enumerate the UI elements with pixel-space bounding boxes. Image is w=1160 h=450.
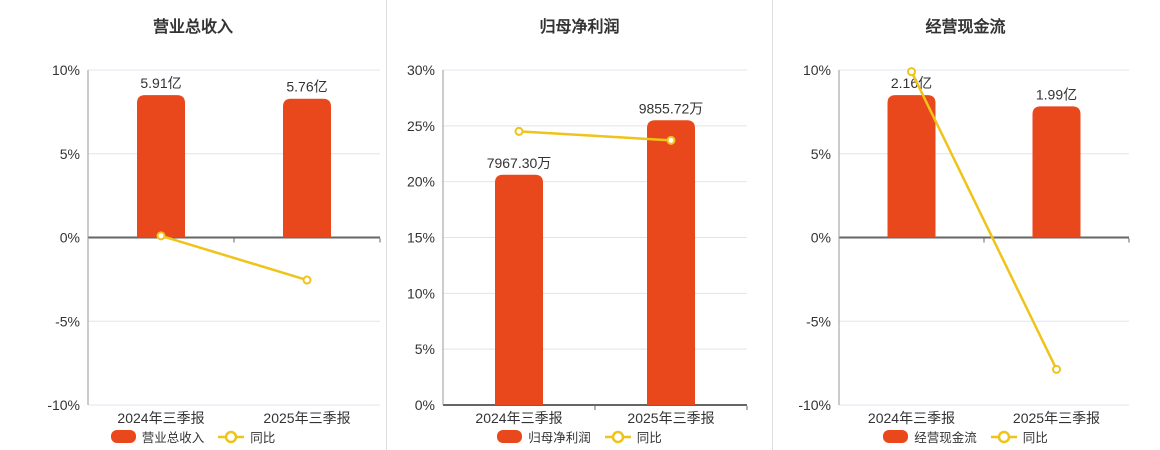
category-label: 2025年三季报 [263, 410, 350, 426]
bar [1032, 106, 1081, 238]
chart-plot-operating-revenue: 10% 5% 0% -5% -10% 5.91亿 2024年三季报 5.76亿 2025年三季报 [0, 0, 386, 450]
bar-series-swatch [883, 430, 909, 443]
yoy-line [910, 71, 1058, 370]
y-tick-label: 0% [811, 230, 831, 246]
y-tick-label: 20% [407, 174, 435, 190]
yoy-line-marker [1052, 364, 1061, 374]
y-tick-label: 30% [407, 62, 435, 78]
bar-value-label: 7967.30万 [487, 155, 552, 171]
legend-label-line-series: 同比 [250, 431, 276, 445]
yoy-line-marker [907, 67, 916, 77]
legend-label-line-series: 同比 [636, 431, 662, 445]
yoy-line-marker [666, 135, 676, 145]
chart-canvas: 10% 5% 0% -5% -10% 2.16亿 2024年三季报 1.99亿 2025年三季报 [798, 62, 1130, 426]
category-label: 2025年三季报 [627, 410, 714, 426]
panel-net-profit: 归母净利润 30% 25% 20% 15% 10% 5% 0% 7967.30万 2024年三季… [386, 0, 772, 450]
legend-item-line-series[interactable]: 同比 [604, 427, 662, 446]
bar [137, 95, 185, 238]
legend-item-bar-series[interactable]: 营业总收入 [110, 427, 205, 446]
legend-label-bar-series: 营业总收入 [141, 431, 205, 445]
chart-canvas: 10% 5% 0% -5% -10% 5.91亿 2024年三季报 5.76亿 2025年三季报 [47, 62, 381, 426]
y-tick-label: 5% [60, 146, 80, 162]
legend-item-line-series[interactable]: 同比 [990, 427, 1048, 446]
chart-canvas: 30% 25% 20% 15% 10% 5% 0% 7967.30万 2024年三季报 9855.… [407, 62, 748, 426]
bar [887, 95, 936, 238]
category-label: 2024年三季报 [117, 410, 204, 426]
y-tick-label: -5% [55, 313, 80, 329]
legend-item-bar-series[interactable]: 归母净利润 [497, 427, 591, 446]
bar [283, 98, 331, 238]
bar-series-swatch [497, 430, 523, 443]
y-tick-label: 0% [60, 230, 80, 246]
category-label: 2024年三季报 [868, 410, 955, 426]
chart-title-net-profit: 归母净利润 [539, 19, 620, 36]
y-tick-label: 5% [415, 341, 435, 357]
legend-label-bar-series: 经营现金流 [914, 431, 977, 445]
panel-operating-cash-flow: 经营现金流 10% 5% 0% -5% -10% 2.16亿 2024年三季报 1.99亿 20… [772, 0, 1158, 450]
y-tick-label: 10% [52, 62, 80, 78]
chart-title-operating-cash-flow: 经营现金流 [925, 19, 1006, 36]
bar-value-label: 9855.72万 [639, 100, 704, 116]
yoy-line [518, 130, 672, 142]
chart-legend: 营业总收入 同比 [0, 427, 386, 446]
line-series-marker-icon [990, 430, 1017, 443]
y-tick-label: 5% [811, 146, 831, 162]
line-series-marker-icon [218, 430, 245, 443]
yoy-line [160, 234, 308, 282]
category-label: 2025年三季报 [1013, 410, 1100, 426]
line-series-marker-icon [604, 430, 631, 443]
legend-item-line-series[interactable]: 同比 [218, 427, 275, 446]
y-tick-label: 10% [803, 62, 831, 78]
yoy-line-marker [302, 275, 312, 285]
panel-operating-revenue: 营业总收入 10% 5% 0% -5% -10% 5.91亿 2024年三季报 5.76亿 20… [0, 0, 386, 450]
y-tick-label: -5% [806, 313, 831, 329]
chart-plot-net-profit: 30% 25% 20% 15% 10% 5% 0% 7967.30万 2024年三季报 9855.… [387, 0, 772, 450]
legend-label-line-series: 同比 [1022, 431, 1048, 445]
y-tick-label: 15% [407, 230, 435, 246]
bar [647, 120, 695, 405]
y-tick-label: 10% [407, 285, 435, 301]
bar [495, 174, 543, 405]
chart-legend: 经营现金流 同比 [773, 427, 1158, 446]
y-tick-label: 25% [407, 118, 435, 134]
y-tick-label: -10% [47, 397, 80, 413]
yoy-line-marker [514, 126, 524, 136]
legend-item-bar-series[interactable]: 经营现金流 [883, 427, 977, 446]
yoy-line-marker [156, 231, 166, 241]
bar-value-label: 2.16亿 [891, 75, 932, 91]
y-tick-label: 0% [415, 397, 435, 413]
category-label: 2024年三季报 [475, 410, 562, 426]
bar-value-label: 5.91亿 [140, 75, 181, 91]
legend-label-bar-series: 归母净利润 [528, 431, 591, 445]
bar-series-swatch [110, 430, 136, 443]
bar-value-label: 1.99亿 [1036, 86, 1077, 102]
chart-title-operating-revenue: 营业总收入 [152, 19, 233, 36]
bar-value-label: 5.76亿 [286, 79, 327, 95]
chart-legend: 归母净利润 同比 [387, 427, 772, 446]
y-tick-label: -10% [798, 397, 831, 413]
chart-plot-operating-cash-flow: 10% 5% 0% -5% -10% 2.16亿 2024年三季报 1.99亿 2025年三季报 [773, 0, 1158, 450]
